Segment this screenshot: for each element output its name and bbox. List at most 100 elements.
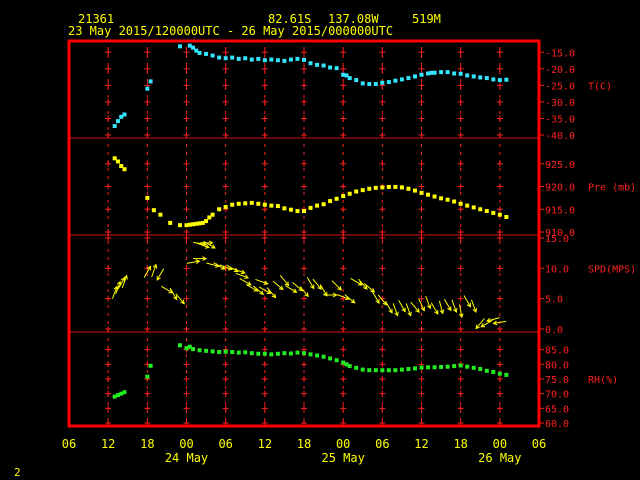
wind-arrow <box>175 293 185 305</box>
data-point <box>347 191 352 196</box>
data-point <box>380 368 385 373</box>
data-point <box>465 364 470 369</box>
data-point <box>288 351 293 356</box>
x-tick-label: 18 <box>140 437 154 451</box>
data-point <box>373 368 378 373</box>
data-point <box>471 74 476 79</box>
wind-arrow <box>112 285 119 299</box>
wind-arrow <box>331 280 342 291</box>
station-latitude: 82.61S <box>268 12 311 26</box>
wind-arrow <box>186 259 201 265</box>
data-point <box>419 365 424 370</box>
grid-cross <box>379 49 386 56</box>
data-point <box>386 80 391 85</box>
data-point <box>256 56 261 61</box>
data-point <box>432 365 437 370</box>
data-point <box>399 185 404 190</box>
wind-arrow <box>492 320 507 326</box>
data-point <box>236 56 241 61</box>
wind-arrow <box>299 286 309 298</box>
data-point <box>295 209 300 214</box>
wind-arrow <box>458 304 464 319</box>
data-point <box>275 204 280 209</box>
data-point <box>426 192 431 197</box>
wind-arrow <box>319 284 328 297</box>
wind-arrow <box>410 301 420 313</box>
wind-arrow <box>430 302 439 315</box>
data-point <box>367 186 372 191</box>
data-point <box>210 349 215 354</box>
grid-cross <box>457 65 464 72</box>
wind-arrow <box>486 317 500 323</box>
data-point <box>184 223 189 228</box>
data-point <box>269 57 274 62</box>
grid-cross <box>183 65 190 72</box>
data-point <box>504 77 509 82</box>
data-point <box>406 186 411 191</box>
data-point <box>145 374 150 379</box>
data-point <box>217 55 222 60</box>
wind-arrow <box>418 298 426 312</box>
data-point <box>243 56 248 61</box>
data-point <box>256 201 261 206</box>
data-point <box>236 201 241 206</box>
data-point <box>262 202 267 207</box>
data-point <box>295 350 300 355</box>
wind-arrow <box>169 287 178 301</box>
grid-cross <box>261 65 268 72</box>
data-point <box>484 368 489 373</box>
data-point <box>406 76 411 81</box>
data-point <box>112 394 117 399</box>
y-tick-label: -25.0 <box>545 81 575 92</box>
data-point <box>223 204 228 209</box>
data-point <box>177 343 182 348</box>
data-point <box>282 351 287 356</box>
grid-cross <box>379 65 386 72</box>
data-point <box>308 61 313 66</box>
data-point <box>478 207 483 212</box>
data-point <box>315 203 320 208</box>
wind-arrow <box>372 291 380 304</box>
data-point <box>380 185 385 190</box>
wind-arrow <box>156 268 165 281</box>
data-point <box>341 194 346 199</box>
data-point <box>341 72 346 77</box>
data-point <box>341 360 346 365</box>
y-tick-label: 920.0 <box>545 183 575 194</box>
y-tick-label: 5.0 <box>545 295 563 306</box>
wind-arrow <box>425 296 432 310</box>
data-point <box>119 164 124 169</box>
wind-arrow <box>266 287 277 299</box>
data-point <box>302 209 306 214</box>
data-point <box>367 82 372 87</box>
plot-area: 06 12 18 00 06 12 18 00 06 12 18 00 06 24 May 25 May 26… <box>62 39 636 465</box>
data-point <box>191 347 196 352</box>
y-tick-label: 80.0 <box>545 360 569 371</box>
station-longitude: 137.08W <box>328 12 379 26</box>
data-point <box>373 185 378 190</box>
data-point <box>302 57 306 62</box>
data-point <box>207 215 212 220</box>
data-point <box>115 393 120 398</box>
data-point <box>217 207 222 212</box>
data-point <box>491 77 496 82</box>
wind-arrow <box>344 294 356 304</box>
grid-cross <box>457 235 464 241</box>
data-point <box>122 112 127 117</box>
y-tick-label: 70.0 <box>545 390 569 401</box>
wind-arrow <box>292 281 304 292</box>
data-point <box>168 220 173 225</box>
x-tick-label: 00 <box>493 437 507 451</box>
data-point <box>458 363 463 368</box>
x-tick-label: 06 <box>218 437 232 451</box>
data-point <box>328 199 333 204</box>
data-point <box>471 365 476 370</box>
data-point <box>119 114 124 119</box>
grid-cross <box>418 49 425 56</box>
data-point <box>412 366 417 371</box>
data-point <box>347 364 352 369</box>
x-date-label: 26 May <box>478 451 521 465</box>
data-point <box>194 221 199 226</box>
wind-arrow <box>235 272 250 279</box>
